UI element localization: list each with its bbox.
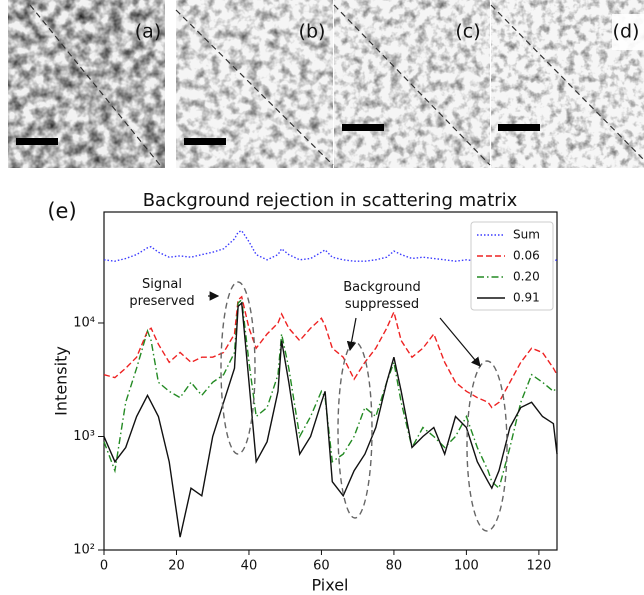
x-axis-label: Pixel <box>311 576 348 595</box>
legend: Sum 0.06 0.20 0.91 <box>470 221 554 311</box>
panel: (b) <box>175 0 334 168</box>
plot-frame <box>103 211 558 551</box>
panel-label: (e) <box>47 199 76 223</box>
x-tick-label: 0 <box>100 559 108 574</box>
data-line <box>103 301 558 538</box>
x-tick-label: 120 <box>526 559 551 574</box>
panel: (d) <box>490 0 644 168</box>
x-tick-label: 60 <box>313 559 330 574</box>
panel-label: (a) <box>135 21 161 43</box>
legend-label: 0.06 <box>513 249 540 263</box>
legend-label: 0.91 <box>513 291 540 305</box>
x-tick-label: 20 <box>168 559 185 574</box>
legend-box <box>470 221 554 311</box>
y-tick-label: 10² <box>73 543 95 558</box>
annotation-arrows <box>208 291 481 367</box>
panel: (c) <box>333 0 491 168</box>
image-panels: (a) (b) (c) (d) <box>8 0 644 168</box>
x-tick-label: 80 <box>386 559 403 574</box>
panel-label: (d) <box>613 21 640 43</box>
legend-label: Sum <box>513 228 540 242</box>
panel-label: (c) <box>455 21 480 43</box>
x-tick-label: 100 <box>454 559 479 574</box>
chart-title: Background rejection in scattering matri… <box>143 190 518 211</box>
legend-label: 0.20 <box>513 270 540 284</box>
annotation: Background suppressed <box>343 280 421 312</box>
y-tick-label: 10³ <box>73 429 95 444</box>
x-tick-label: 40 <box>241 559 258 574</box>
panel-label: (b) <box>299 21 326 43</box>
annotations <box>220 281 508 532</box>
y-tick-label: 10⁴ <box>73 315 95 330</box>
y-axis-label: Intensity <box>52 346 71 416</box>
panel: (a) <box>8 0 165 168</box>
data-line <box>103 295 558 409</box>
annotation: Signal preserved <box>129 277 194 309</box>
data-line <box>103 298 558 490</box>
plot-area: 0 20 40 60 80 100 120 10² 10³ 10⁴ Sum 0.06 0.20 0.91 <box>73 211 558 574</box>
